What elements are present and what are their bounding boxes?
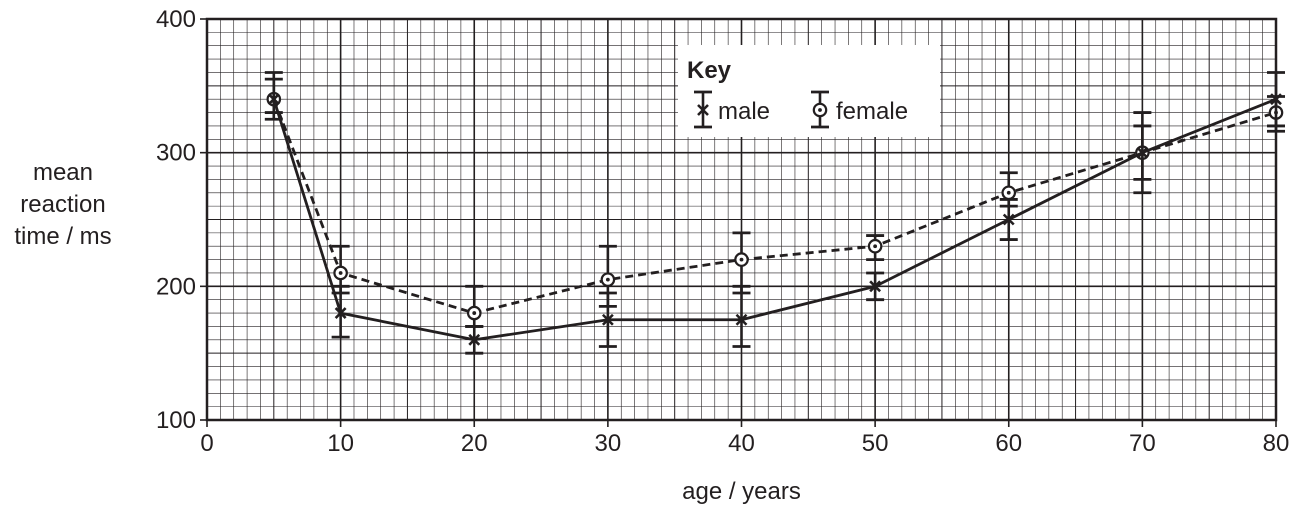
circle-dot (873, 244, 878, 249)
cross-stroke (601, 313, 614, 326)
circle-dot (605, 277, 610, 282)
data-point-male (334, 307, 347, 319)
data-point-male (735, 313, 748, 326)
data-point-male (1136, 146, 1149, 159)
y-axis-label-line-1: mean (33, 159, 93, 186)
data-point-male (468, 333, 481, 346)
x-tick-label: 60 (995, 430, 1022, 457)
data-point-female (734, 252, 749, 267)
series-layer (264, 71, 1285, 355)
legend-male-symbol (694, 90, 712, 129)
legend-male-marker (697, 104, 709, 116)
legend-title: Key (687, 57, 732, 84)
legend-female-label: female (836, 98, 908, 125)
x-tick-label: 50 (862, 430, 889, 457)
circle-dot (472, 311, 477, 315)
y-axis-ticks: 100 200 300 400 (156, 6, 207, 434)
y-axis-label-line-2: reaction (20, 191, 105, 218)
cross-stroke (334, 307, 347, 319)
y-tick-label: 400 (156, 6, 196, 33)
data-point-female (867, 238, 883, 254)
x-tick-label: 20 (461, 430, 488, 457)
cross-stroke (1270, 93, 1282, 106)
y-tick-label: 100 (156, 407, 196, 434)
cross-stroke (468, 333, 481, 346)
legend-female-marker (812, 102, 828, 118)
circle-dot (739, 257, 744, 262)
legend: Key male female (678, 45, 940, 137)
x-tick-label: 30 (595, 430, 622, 457)
legend-female-symbol (811, 90, 829, 129)
data-point-female (1001, 185, 1017, 201)
y-axis-label: mean reaction time / ms (14, 159, 111, 250)
circle-dot (1006, 190, 1011, 195)
data-point-male (1002, 213, 1015, 226)
circle-dot (338, 271, 343, 275)
cross-stroke (697, 104, 709, 116)
data-point-female (466, 305, 482, 321)
cross-stroke (735, 313, 748, 326)
x-tick-label: 80 (1263, 430, 1290, 457)
cross-stroke (869, 280, 882, 293)
data-point-female (333, 265, 348, 281)
legend-male-label: male (718, 98, 770, 125)
x-tick-label: 0 (200, 430, 213, 457)
y-axis-label-line-3: time / ms (14, 223, 111, 250)
data-point-female (600, 272, 616, 287)
data-point-male (869, 280, 882, 293)
x-tick-label: 70 (1129, 430, 1156, 457)
y-tick-label: 300 (156, 140, 196, 167)
error-bar-male (732, 284, 751, 348)
series-male (264, 71, 1285, 355)
legend-background (678, 45, 940, 137)
x-axis-label: age / years (682, 478, 801, 505)
circle-dot (818, 108, 822, 112)
x-tick-label: 40 (728, 430, 755, 457)
x-axis-ticks: 0 10 20 30 40 50 60 70 80 (200, 420, 1289, 457)
data-point-male (601, 313, 614, 326)
y-tick-label: 200 (156, 273, 196, 300)
cross-stroke (1002, 213, 1015, 226)
cross-stroke (1136, 146, 1149, 159)
cross-stroke (267, 93, 280, 106)
data-point-male (1270, 93, 1282, 106)
data-point-male (267, 93, 280, 106)
x-tick-label: 10 (327, 430, 354, 457)
